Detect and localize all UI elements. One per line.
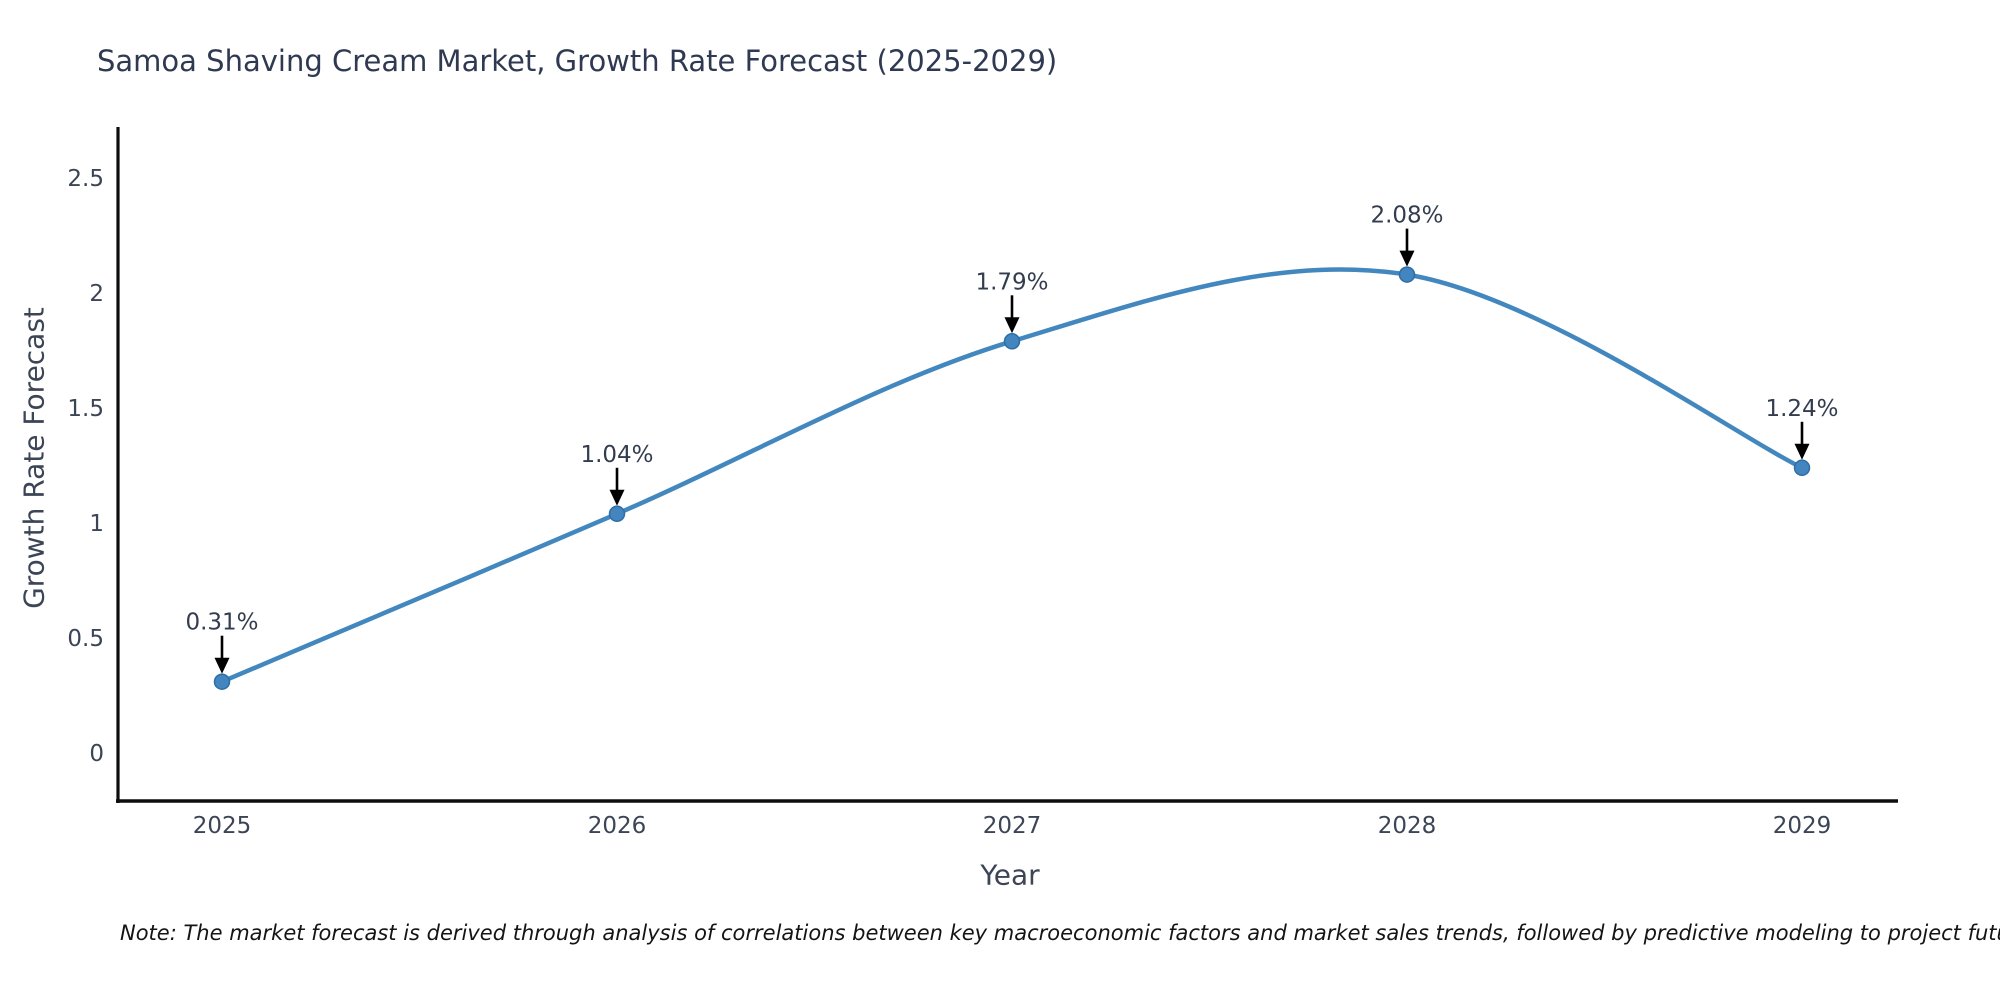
y-tick-label: 0.5 bbox=[67, 626, 104, 652]
x-tick-label: 2027 bbox=[983, 813, 1042, 839]
annotation-arrowhead-icon bbox=[1399, 250, 1415, 267]
y-tick-label: 2.5 bbox=[67, 166, 104, 192]
annotation-arrowhead-icon bbox=[1004, 317, 1020, 334]
annotation-arrowhead-icon bbox=[214, 657, 230, 674]
annotation-label: 1.24% bbox=[1765, 396, 1838, 422]
x-tick-label: 2029 bbox=[1773, 813, 1832, 839]
annotation-arrowhead-icon bbox=[609, 489, 625, 506]
x-axis-title: Year bbox=[980, 858, 1040, 892]
data-point-marker[interactable] bbox=[1793, 459, 1811, 477]
y-tick-label: 0 bbox=[89, 741, 104, 767]
data-point-marker[interactable] bbox=[1003, 333, 1021, 350]
footnote: Note: The market forecast is derived thr… bbox=[120, 921, 2000, 945]
chart-title: Samoa Shaving Cream Market, Growth Rate … bbox=[97, 44, 1058, 78]
data-point-marker[interactable] bbox=[213, 673, 231, 690]
annotation-label: 1.04% bbox=[580, 442, 653, 468]
annotation-arrowhead-icon bbox=[1794, 443, 1810, 460]
annotation-label: 2.08% bbox=[1370, 203, 1443, 229]
data-point-marker[interactable] bbox=[608, 505, 626, 523]
data-point-marker[interactable] bbox=[1398, 266, 1416, 283]
x-tick-label: 2026 bbox=[588, 813, 647, 839]
y-tick-label: 1 bbox=[89, 511, 104, 537]
annotation-label: 1.79% bbox=[975, 269, 1048, 295]
annotation-label: 0.31% bbox=[185, 610, 258, 636]
y-tick-label: 2 bbox=[89, 281, 104, 307]
x-tick-label: 2028 bbox=[1378, 813, 1437, 839]
y-tick-label: 1.5 bbox=[67, 396, 104, 422]
x-tick-label: 2025 bbox=[193, 813, 252, 839]
